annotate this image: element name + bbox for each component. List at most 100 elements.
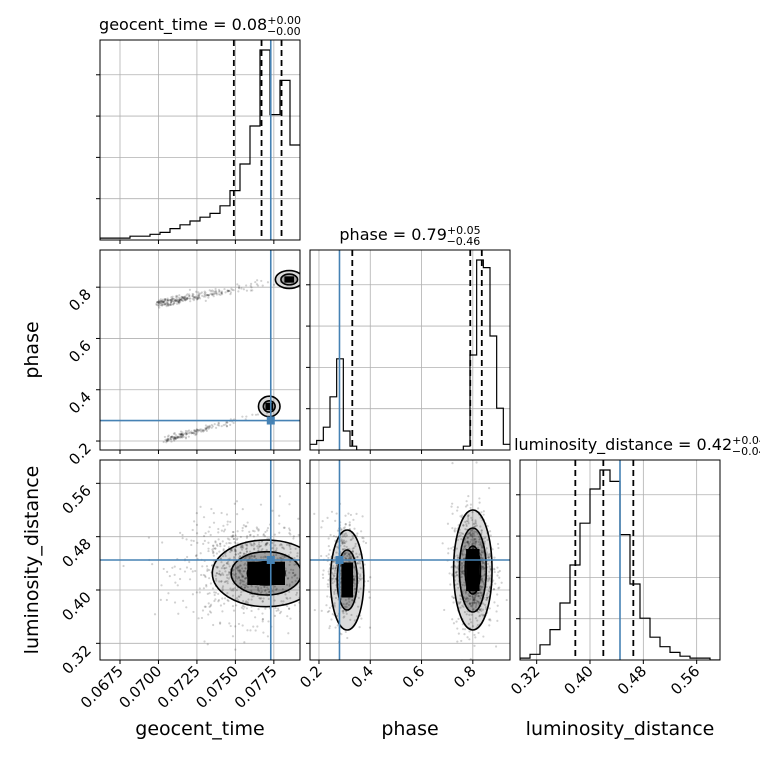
sample-point: [325, 604, 328, 607]
sample-point: [304, 523, 306, 525]
sample-point: [161, 300, 164, 303]
sample-point: [275, 553, 278, 557]
sample-point: [312, 580, 314, 582]
sample-point: [215, 572, 219, 575]
sample-point: [220, 561, 223, 564]
sample-point: [204, 291, 207, 294]
sample-point: [207, 296, 210, 299]
sample-point: [352, 577, 356, 580]
sample-point: [170, 297, 174, 300]
sample-point: [250, 543, 253, 546]
sample-point: [222, 549, 225, 552]
sample-point: [263, 585, 266, 589]
y-axis-label-phase: phase: [21, 321, 43, 378]
sample-point: [344, 610, 348, 613]
sample-point: [334, 567, 337, 570]
sample-point: [175, 300, 178, 303]
sample-point: [219, 542, 222, 546]
sample-point: [166, 439, 169, 442]
sample-point: [354, 545, 357, 548]
sample-point: [184, 437, 188, 440]
sample-point: [461, 567, 464, 571]
sample-point: [163, 303, 166, 306]
sample-point: [474, 605, 477, 609]
sample-point: [259, 544, 263, 548]
sample-point: [478, 497, 481, 500]
sample-point: [259, 597, 262, 600]
sample-point: [352, 594, 355, 598]
sample-point: [259, 591, 263, 594]
sample-point: [472, 539, 475, 542]
sample-point: [147, 536, 151, 539]
sample-point: [341, 610, 344, 613]
sample-point: [464, 520, 467, 524]
sample-point: [241, 545, 244, 548]
sample-point: [461, 583, 464, 587]
sample-point: [480, 556, 484, 560]
sample-point: [222, 573, 225, 576]
sample-point: [225, 425, 228, 428]
sample-point: [254, 413, 258, 416]
sample-point: [180, 433, 183, 436]
title-value: luminosity_distance = 0.42: [514, 435, 732, 455]
sample-point: [233, 555, 236, 559]
sample-point: [176, 295, 179, 298]
geocent-time-histogram-panel: geocent_time = 0.08+0.00 −0.00: [96, 14, 301, 244]
sample-point: [342, 554, 345, 557]
sample-point: [185, 538, 188, 541]
sample-point: [343, 526, 346, 529]
sample-point: [267, 597, 270, 601]
sample-point: [463, 584, 467, 587]
sample-point: [334, 519, 337, 522]
sample-point: [283, 555, 286, 559]
sample-point: [483, 566, 486, 570]
sample-point: [475, 530, 478, 533]
sample-point: [158, 300, 161, 303]
sample-point: [472, 522, 475, 526]
sample-point: [161, 299, 164, 302]
sample-point: [191, 295, 194, 298]
sample-point: [467, 541, 470, 544]
sample-point: [472, 590, 475, 593]
density-peak: [341, 562, 354, 598]
sample-point: [312, 541, 314, 543]
sample-point: [197, 294, 200, 297]
sample-point: [190, 430, 193, 433]
sample-point: [346, 636, 349, 640]
sample-point: [181, 431, 184, 434]
sample-point: [189, 300, 192, 303]
sample-point: [170, 435, 174, 438]
sample-point: [467, 622, 470, 625]
sample-point: [498, 576, 501, 579]
sample-point: [493, 567, 496, 570]
sample-point: [241, 575, 244, 578]
sample-point: [232, 537, 236, 540]
sample-point: [488, 618, 492, 621]
sample-point: [279, 543, 283, 546]
sample-point: [168, 575, 171, 578]
sample-point: [246, 601, 249, 604]
sample-point: [495, 610, 498, 613]
sample-point: [158, 302, 161, 305]
sample-point: [232, 589, 235, 592]
sample-point: [208, 293, 211, 297]
sample-point: [492, 588, 495, 591]
sample-point: [256, 279, 259, 282]
sample-point: [209, 604, 212, 608]
sample-point: [236, 598, 240, 602]
sample-point: [235, 589, 238, 592]
sample-point: [324, 548, 326, 550]
sample-point: [194, 297, 198, 300]
sample-point: [190, 432, 193, 435]
sample-point: [480, 587, 483, 590]
sample-point: [209, 292, 212, 295]
sample-point: [343, 553, 347, 556]
sample-point: [209, 582, 212, 585]
sample-point: [226, 576, 229, 579]
sample-point: [479, 585, 482, 589]
sample-point: [256, 589, 260, 592]
sample-point: [471, 602, 474, 605]
sample-point: [480, 529, 483, 532]
sample-point: [474, 540, 478, 543]
sample-point: [232, 568, 235, 571]
